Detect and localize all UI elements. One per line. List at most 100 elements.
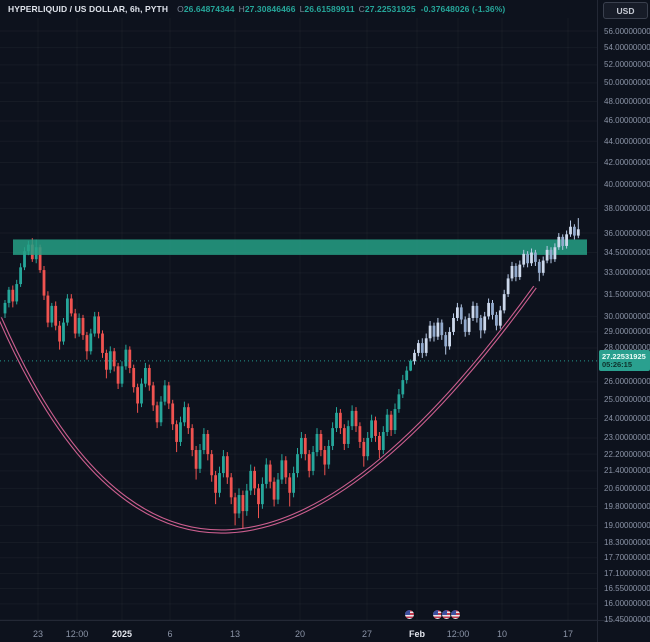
projection-candle-body xyxy=(514,265,518,278)
us-flag-icon[interactable] xyxy=(450,610,460,619)
price-axis-label: 23.00000000 xyxy=(604,433,650,443)
time-axis-label: 12:00 xyxy=(446,629,470,639)
candle-body xyxy=(264,464,268,484)
candle-body xyxy=(362,441,366,457)
price-axis-label: 52.00000000 xyxy=(604,60,650,70)
projection-candle-body xyxy=(413,352,416,362)
candle-body xyxy=(335,412,338,429)
candle-body xyxy=(342,428,346,444)
symbol-title[interactable]: HYPERLIQUID / US DOLLAR, 6h, PYTH xyxy=(8,4,169,14)
candle-body xyxy=(116,366,120,384)
price-axis-label: 33.00000000 xyxy=(604,268,650,278)
ohlc-open-key: O xyxy=(177,4,184,14)
candle-body xyxy=(378,435,381,451)
ohlc-close-value: 27.22531925 xyxy=(364,4,416,14)
current-price-label: 27.22531925 05:26:15 xyxy=(599,350,650,372)
price-axis-label: 38.00000000 xyxy=(604,203,650,213)
projection-candle-body xyxy=(424,338,428,353)
candle-body xyxy=(194,450,198,469)
price-axis-label: 16.00000000 xyxy=(604,599,650,609)
candle-body xyxy=(54,305,58,326)
current-price-value: 27.22531925 xyxy=(602,352,646,362)
projection-candle-body xyxy=(417,343,420,353)
candle-body xyxy=(190,428,194,451)
projection-candle-body xyxy=(553,247,557,260)
candle-body xyxy=(315,433,319,453)
candle-body xyxy=(120,366,124,384)
ohlc-low-key: L xyxy=(299,4,305,14)
price-axis-label: 21.40000000 xyxy=(604,466,650,476)
projection-candle-body xyxy=(502,294,506,311)
candle-body xyxy=(354,410,358,427)
candle-body xyxy=(101,333,104,353)
candle-body xyxy=(389,414,393,431)
projection-candle-body xyxy=(537,261,541,273)
projection-candle-body xyxy=(459,307,463,320)
candle-body xyxy=(85,335,89,352)
projection-candle-body xyxy=(432,325,436,337)
ohlc-close-key: C xyxy=(358,4,365,14)
candle-body xyxy=(288,477,292,493)
time-axis-label: Feb xyxy=(408,629,426,639)
time-axis[interactable]: 23 12:00 2025 6 13 20 27 Feb 12:00 10 17 xyxy=(0,621,650,642)
projection-candle-body xyxy=(479,317,483,331)
ohlc-high-value: 27.30846466 xyxy=(244,4,296,14)
projection-candle-body xyxy=(456,307,459,318)
candle-body xyxy=(38,247,42,271)
supply-zone-rectangle[interactable] xyxy=(13,239,587,255)
time-axis-label: 2025 xyxy=(111,629,133,639)
candle-body xyxy=(46,295,50,323)
projection-candle-body xyxy=(506,278,510,295)
projection-candle-body xyxy=(518,264,522,278)
projection-candle-body xyxy=(530,252,533,264)
candle-body xyxy=(268,464,272,482)
time-axis-separator xyxy=(0,620,650,621)
ohlc-high-key: H xyxy=(238,4,245,14)
candle-body xyxy=(159,401,163,423)
candle-body xyxy=(144,368,147,384)
price-axis-label: 56.00000000 xyxy=(604,26,650,36)
price-axis-label: 22.20000000 xyxy=(604,449,650,459)
projection-candle-body xyxy=(573,226,576,236)
projection-candle-body xyxy=(471,305,475,318)
candle-body xyxy=(50,305,54,323)
candle-body xyxy=(183,407,186,423)
candle-body xyxy=(206,433,210,455)
candle-body xyxy=(15,284,19,302)
price-axis-separator xyxy=(597,0,598,642)
price-axis-label: 34.50000000 xyxy=(604,248,650,258)
price-axis[interactable]: 56.00000000 54.00000000 52.00000000 50.0000… xyxy=(598,0,650,625)
candle-body xyxy=(19,267,22,285)
ohlc-open-value: 26.64874344 xyxy=(183,4,235,14)
candle-body xyxy=(241,495,245,512)
time-axis-label: 20 xyxy=(294,629,306,639)
price-axis-label: 19.80000000 xyxy=(604,501,650,511)
projection-candle-body xyxy=(467,317,471,332)
candle-body xyxy=(253,470,256,489)
candle-body xyxy=(89,333,93,352)
price-axis-label: 42.00000000 xyxy=(604,158,650,168)
time-axis-label: 27 xyxy=(361,629,373,639)
time-axis-label: 10 xyxy=(496,629,508,639)
candle-body xyxy=(3,302,7,314)
candle-body xyxy=(69,298,73,314)
price-axis-label: 30.00000000 xyxy=(604,311,650,321)
us-flag-icon[interactable] xyxy=(441,610,451,619)
us-flag-icon[interactable] xyxy=(432,610,442,619)
candle-body xyxy=(233,497,237,514)
projection-candle-body xyxy=(495,314,498,326)
candle-body xyxy=(214,475,217,493)
candle-body xyxy=(284,460,288,478)
candle-body xyxy=(167,385,171,404)
candle-body xyxy=(73,313,77,334)
currency-toggle-button[interactable]: USD xyxy=(603,2,648,19)
candle-body xyxy=(405,370,409,381)
projection-candle-body xyxy=(420,343,424,353)
candle-body xyxy=(62,322,65,342)
candle-body xyxy=(210,454,214,476)
us-flag-icon[interactable] xyxy=(404,610,414,619)
candle-body xyxy=(222,456,225,474)
candle-body xyxy=(23,251,26,268)
candle-body xyxy=(381,432,385,451)
